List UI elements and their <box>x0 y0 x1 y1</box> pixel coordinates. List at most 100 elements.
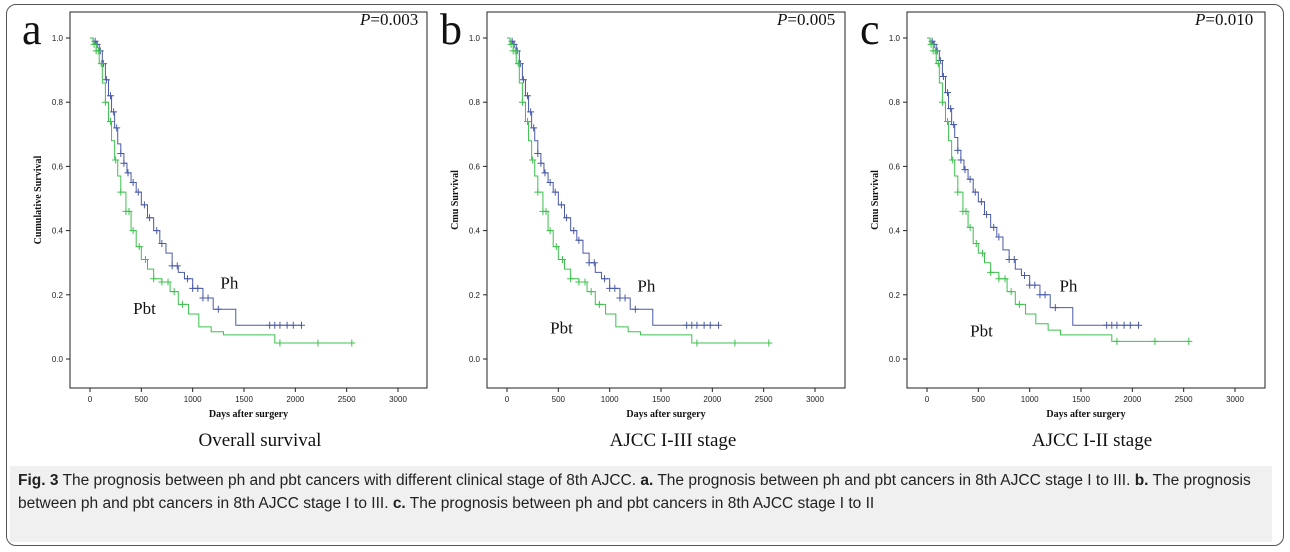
y-tick-label-a-0: 0.0 <box>52 355 64 364</box>
censor-mark-ph-b-13 <box>557 201 565 209</box>
censor-mark-pbt-b-4 <box>518 98 526 106</box>
censor-mark-ph-a-9 <box>120 159 128 167</box>
censor-mark-pbt-b-11 <box>552 243 560 251</box>
censor-mark-pbt-a-13 <box>150 275 158 283</box>
y-axis-label-c: Cmu Survival <box>870 170 881 230</box>
panel-letter-b: b <box>440 5 462 54</box>
censor-mark-ph-b-29 <box>706 321 714 329</box>
censor-mark-pbt-a-9 <box>125 207 133 215</box>
caption-text: The prognosis between ph and pbt cancers… <box>58 472 641 489</box>
survival-curve-ph-a <box>90 37 302 326</box>
censor-mark-pbt-a-19 <box>314 339 322 347</box>
censor-mark-pbt-b-17 <box>595 300 603 308</box>
x-tick-label-c-6: 3000 <box>1226 395 1244 404</box>
censor-mark-pbt-b-19 <box>731 339 739 347</box>
y-tick-label-b-2: 0.4 <box>469 227 481 236</box>
censor-mark-pbt-c-0 <box>927 40 935 48</box>
censor-mark-pbt-c-6 <box>949 156 957 164</box>
censor-mark-pbt-b-14 <box>575 278 583 286</box>
censor-mark-pbt-b-15 <box>581 278 589 286</box>
censor-mark-ph-b-18 <box>590 259 598 267</box>
censor-mark-ph-b-27 <box>693 321 701 329</box>
y-tick-label-b-5: 1.0 <box>469 34 481 43</box>
panel-letter-c: c <box>860 5 880 54</box>
censor-mark-ph-a-8 <box>117 150 125 158</box>
censor-mark-ph-c-19 <box>1021 272 1029 280</box>
censor-mark-pbt-c-9 <box>962 207 970 215</box>
caption-part-b-text: The prognosis between ph and pbt cancers… <box>18 472 1251 512</box>
censor-mark-ph-b-9 <box>537 159 545 167</box>
p-value-b-number: =0.005 <box>787 10 836 29</box>
censor-mark-ph-b-15 <box>570 227 578 235</box>
caption-part-b-label: b. <box>1134 472 1149 489</box>
x-tick-label-c-5: 2500 <box>1175 395 1193 404</box>
p-value-a: P=0.003 <box>360 10 418 30</box>
caption-part-a-text: The prognosis between ph and pbt cancers… <box>653 472 1135 489</box>
censor-mark-pbt-a-16 <box>170 288 178 296</box>
y-axis-label-a: Cumulative Survival <box>33 155 44 244</box>
censor-mark-ph-b-10 <box>541 169 549 177</box>
censor-mark-ph-b-23 <box>621 294 629 302</box>
censor-mark-ph-b-6 <box>527 108 535 116</box>
censor-mark-ph-a-21 <box>194 284 202 292</box>
subtitle-b: AJCC I-III stage <box>609 430 737 451</box>
figure-caption: Fig. 3 The prognosis between ph and pbt … <box>18 470 1264 515</box>
y-tick-label-b-1: 0.2 <box>469 291 481 300</box>
censor-mark-ph-c-27 <box>1113 321 1121 329</box>
panel-a: 0.0 0.2 0.4 0.6 0.8 1.0 0 500 1000 1500 2000 2500 30… <box>33 11 428 420</box>
censor-mark-ph-c-11 <box>966 175 974 183</box>
p-value-a-number: =0.003 <box>370 10 419 29</box>
censor-mark-ph-b-8 <box>534 150 542 158</box>
survival-curve-pbt-a <box>90 37 352 344</box>
x-axis-label-b: Days after surgery <box>626 409 705 420</box>
x-tick-label-b-2: 1000 <box>601 395 619 404</box>
series-annotation-ph-a: Ph <box>220 273 238 292</box>
censor-mark-pbt-a-0 <box>90 40 98 48</box>
y-tick-label-a-2: 0.4 <box>52 227 64 236</box>
series-annotation-pbt-c: Pbt <box>970 322 993 341</box>
x-tick-label-c-0: 0 <box>925 395 930 404</box>
x-axis-label-a: Days after surgery <box>209 409 288 420</box>
x-tick-label-a-6: 3000 <box>389 395 407 404</box>
censor-mark-pbt-c-10 <box>966 223 974 231</box>
censor-mark-ph-a-24 <box>214 305 222 313</box>
censor-mark-pbt-a-18 <box>276 339 284 347</box>
y-tick-label-c-0: 0.0 <box>889 355 901 364</box>
censor-mark-ph-c-13 <box>977 198 985 206</box>
x-tick-label-c-3: 1500 <box>1072 395 1090 404</box>
censor-mark-ph-c-5 <box>944 89 952 97</box>
censor-mark-ph-b-7 <box>530 124 538 132</box>
censor-mark-ph-a-14 <box>146 214 154 222</box>
censor-mark-ph-a-7 <box>113 124 121 132</box>
censor-mark-pbt-c-19 <box>1151 337 1159 345</box>
censor-mark-ph-c-29 <box>1126 321 1134 329</box>
censor-mark-ph-c-18 <box>1010 255 1018 263</box>
censor-mark-ph-c-28 <box>1120 321 1128 329</box>
censor-mark-pbt-c-18 <box>1113 337 1121 345</box>
censor-mark-pbt-b-3 <box>514 60 522 68</box>
censor-mark-ph-c-21 <box>1031 281 1039 289</box>
censor-mark-pbt-c-20 <box>1185 337 1193 345</box>
censor-mark-ph-b-5 <box>524 92 532 100</box>
x-tick-label-a-3: 1500 <box>235 395 253 404</box>
censor-mark-pbt-a-4 <box>101 98 109 106</box>
caption-area: Fig. 3 The prognosis between ph and pbt … <box>10 466 1272 542</box>
subtitle-c: AJCC I-II stage <box>1031 430 1153 451</box>
censor-mark-pbt-b-9 <box>542 207 550 215</box>
x-tick-label-b-5: 2500 <box>755 395 773 404</box>
censor-mark-ph-a-13 <box>140 201 148 209</box>
y-tick-label-a-5: 1.0 <box>52 34 64 43</box>
censor-mark-pbt-b-12 <box>558 255 566 263</box>
censor-mark-ph-b-16 <box>575 236 583 244</box>
censor-mark-pbt-b-13 <box>567 275 575 283</box>
censor-mark-pbt-b-5 <box>524 117 532 125</box>
censor-mark-pbt-c-16 <box>1007 288 1015 296</box>
p-value-a-symbol: P <box>360 10 371 29</box>
y-tick-label-c-5: 1.0 <box>889 34 901 43</box>
censor-mark-ph-b-28 <box>700 321 708 329</box>
x-tick-label-a-1: 500 <box>135 395 149 404</box>
plot-frame-a <box>69 11 428 389</box>
censor-mark-ph-a-29 <box>289 321 297 329</box>
y-tick-label-b-0: 0.0 <box>469 355 481 364</box>
subtitle-a: Overall survival <box>198 430 322 451</box>
